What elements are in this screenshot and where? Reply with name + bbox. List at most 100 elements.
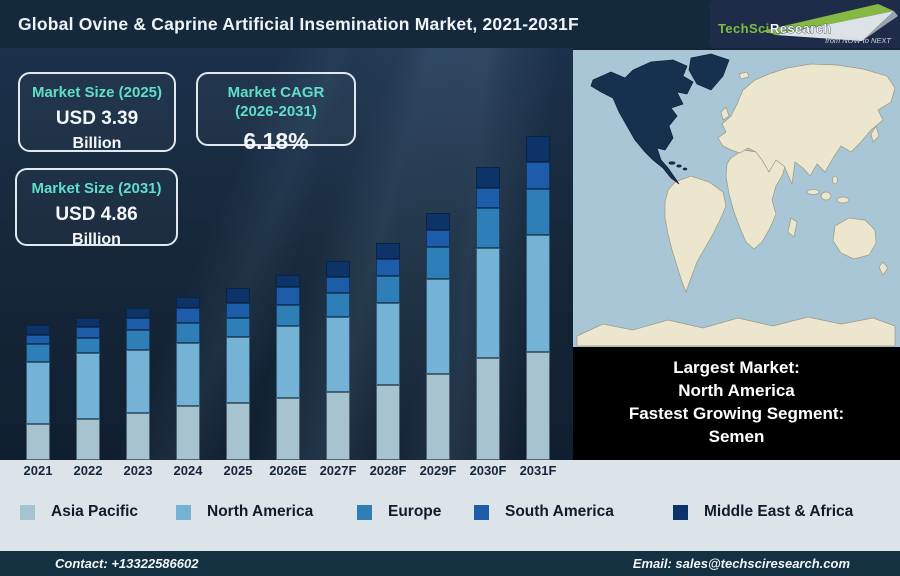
bar-segment-europe <box>326 293 350 317</box>
island-sumatra <box>806 189 820 195</box>
island-britain <box>720 106 730 121</box>
bar-2021 <box>26 325 50 460</box>
techsci-logo-arrow-icon: TechSci Research from NOW to NEXT <box>718 4 898 45</box>
kpi-title: Market Size (2025) <box>31 84 163 101</box>
bottom-band: 2021 2022 2023 2024 2025 2026E 2027F 2028F 2029F… <box>0 460 900 551</box>
island-new-zealand <box>878 261 889 276</box>
bar-segment-north-america <box>476 248 500 358</box>
bar-segment-south-america <box>476 188 500 208</box>
x-axis-label-2026E: 2026E <box>269 463 307 478</box>
continent-south-america <box>664 175 727 293</box>
x-axis-label-2027F: 2027F <box>319 463 357 478</box>
legend-swatch <box>20 504 35 520</box>
bar-segment-europe <box>76 338 100 353</box>
bar-segment-middle-east-africa <box>26 325 50 335</box>
kpi-market-size-2025: Market Size (2025) USD 3.39 Billion <box>18 72 176 152</box>
footer-email: Email: sales@techsciresearch.com <box>632 556 850 571</box>
bar-segment-north-america <box>326 317 350 392</box>
bar-segment-south-america <box>126 318 150 330</box>
bar-segment-middle-east-africa <box>76 318 100 327</box>
bar-segment-asia-pacific <box>26 424 50 460</box>
bar-2030F <box>476 167 500 460</box>
continent-eurasia <box>717 63 896 186</box>
bar-segment-north-america <box>526 235 550 352</box>
legend-item-middle-east-africa: Middle East & Africa <box>673 503 853 521</box>
x-axis-label-2025: 2025 <box>223 463 253 478</box>
fact-box: Largest Market: North America Fastest Gr… <box>573 347 900 460</box>
bar-segment-north-america <box>276 326 300 398</box>
bar-segment-north-america <box>376 303 400 385</box>
fact-fastest-segment-label: Fastest Growing Segment: <box>628 404 845 423</box>
bar-2026E <box>276 275 300 460</box>
techsci-logo: TechSci Research from NOW to NEXT <box>710 0 900 48</box>
bar-segment-south-america <box>276 287 300 305</box>
logo-brand-primary: TechSci <box>718 21 770 36</box>
bar-segment-asia-pacific <box>176 406 200 460</box>
kpi-title: Market Size (2031) <box>31 180 162 197</box>
bar-segment-middle-east-africa <box>426 213 450 230</box>
fact-largest-market-value: North America <box>678 381 795 400</box>
bar-segment-north-america <box>26 362 50 424</box>
footer-contact: Contact: +13322586602 <box>55 556 199 571</box>
page-title: Global Ovine & Caprine Artificial Insemi… <box>18 13 579 34</box>
continent-africa <box>725 149 787 250</box>
legend-label: Europe <box>388 503 442 520</box>
island-greenland <box>688 53 730 91</box>
bar-segment-south-america <box>426 230 450 247</box>
bar-segment-europe <box>126 330 150 350</box>
legend-label: Asia Pacific <box>51 503 139 520</box>
bar-2028F <box>376 243 400 460</box>
continent-australia <box>832 217 877 260</box>
bar-segment-asia-pacific <box>426 374 450 460</box>
legend-item-europe: Europe <box>357 503 441 521</box>
kpi-value: USD 3.39 <box>55 108 139 129</box>
island-borneo <box>820 191 832 201</box>
island-madagascar <box>787 217 798 238</box>
island-japan <box>870 125 880 143</box>
bar-segment-asia-pacific <box>476 358 500 460</box>
legend-swatch <box>474 504 489 520</box>
x-axis-label-2021: 2021 <box>23 463 53 478</box>
bar-2022 <box>76 318 100 460</box>
bar-segment-asia-pacific <box>526 352 550 460</box>
bar-segment-south-america <box>526 162 550 189</box>
bar-segment-europe <box>476 208 500 248</box>
legend-label: South America <box>505 503 614 520</box>
kpi-market-cagr: Market CAGR (2026-2031) 6.18% <box>196 72 356 154</box>
bar-segment-middle-east-africa <box>276 275 300 287</box>
x-axis-label-2029F: 2029F <box>419 463 457 478</box>
bar-segment-south-america <box>176 308 200 323</box>
island-iceland <box>738 71 750 80</box>
island-caribbean-1 <box>668 161 676 165</box>
kpi-value: USD 4.86 <box>55 204 138 225</box>
legend-swatch <box>673 504 688 520</box>
world-map-panel <box>573 50 900 347</box>
map-highlight-north-america <box>590 53 730 185</box>
island-caribbean-3 <box>682 167 688 171</box>
bar-segment-asia-pacific <box>226 403 250 460</box>
island-philippines <box>832 175 838 185</box>
bar-2025 <box>226 288 250 460</box>
bar-segment-europe <box>176 323 200 343</box>
bar-2024 <box>176 297 200 460</box>
logo-brand-secondary: Research <box>770 21 832 36</box>
bar-segment-middle-east-africa <box>526 136 550 162</box>
bar-segment-south-america <box>326 277 350 293</box>
logo-tagline: from NOW to NEXT <box>825 36 892 45</box>
bar-segment-europe <box>226 318 250 337</box>
bar-segment-north-america <box>176 343 200 406</box>
bar-segment-south-america <box>226 303 250 318</box>
island-new-guinea <box>836 196 850 204</box>
bar-2027F <box>326 261 350 460</box>
footer-bar: Contact: +13322586602 Email: sales@techs… <box>0 551 900 576</box>
kpi-subtitle: (2026-2031) <box>235 103 317 120</box>
bar-segment-north-america <box>76 353 100 419</box>
bar-segment-europe <box>376 276 400 303</box>
bar-segment-asia-pacific <box>376 385 400 460</box>
fact-fastest-segment-value: Semen <box>708 427 765 446</box>
island-caribbean-2 <box>676 164 682 168</box>
bar-segment-south-america <box>376 259 400 276</box>
bar-segment-north-america <box>426 279 450 374</box>
x-axis-label-2024: 2024 <box>173 463 203 478</box>
